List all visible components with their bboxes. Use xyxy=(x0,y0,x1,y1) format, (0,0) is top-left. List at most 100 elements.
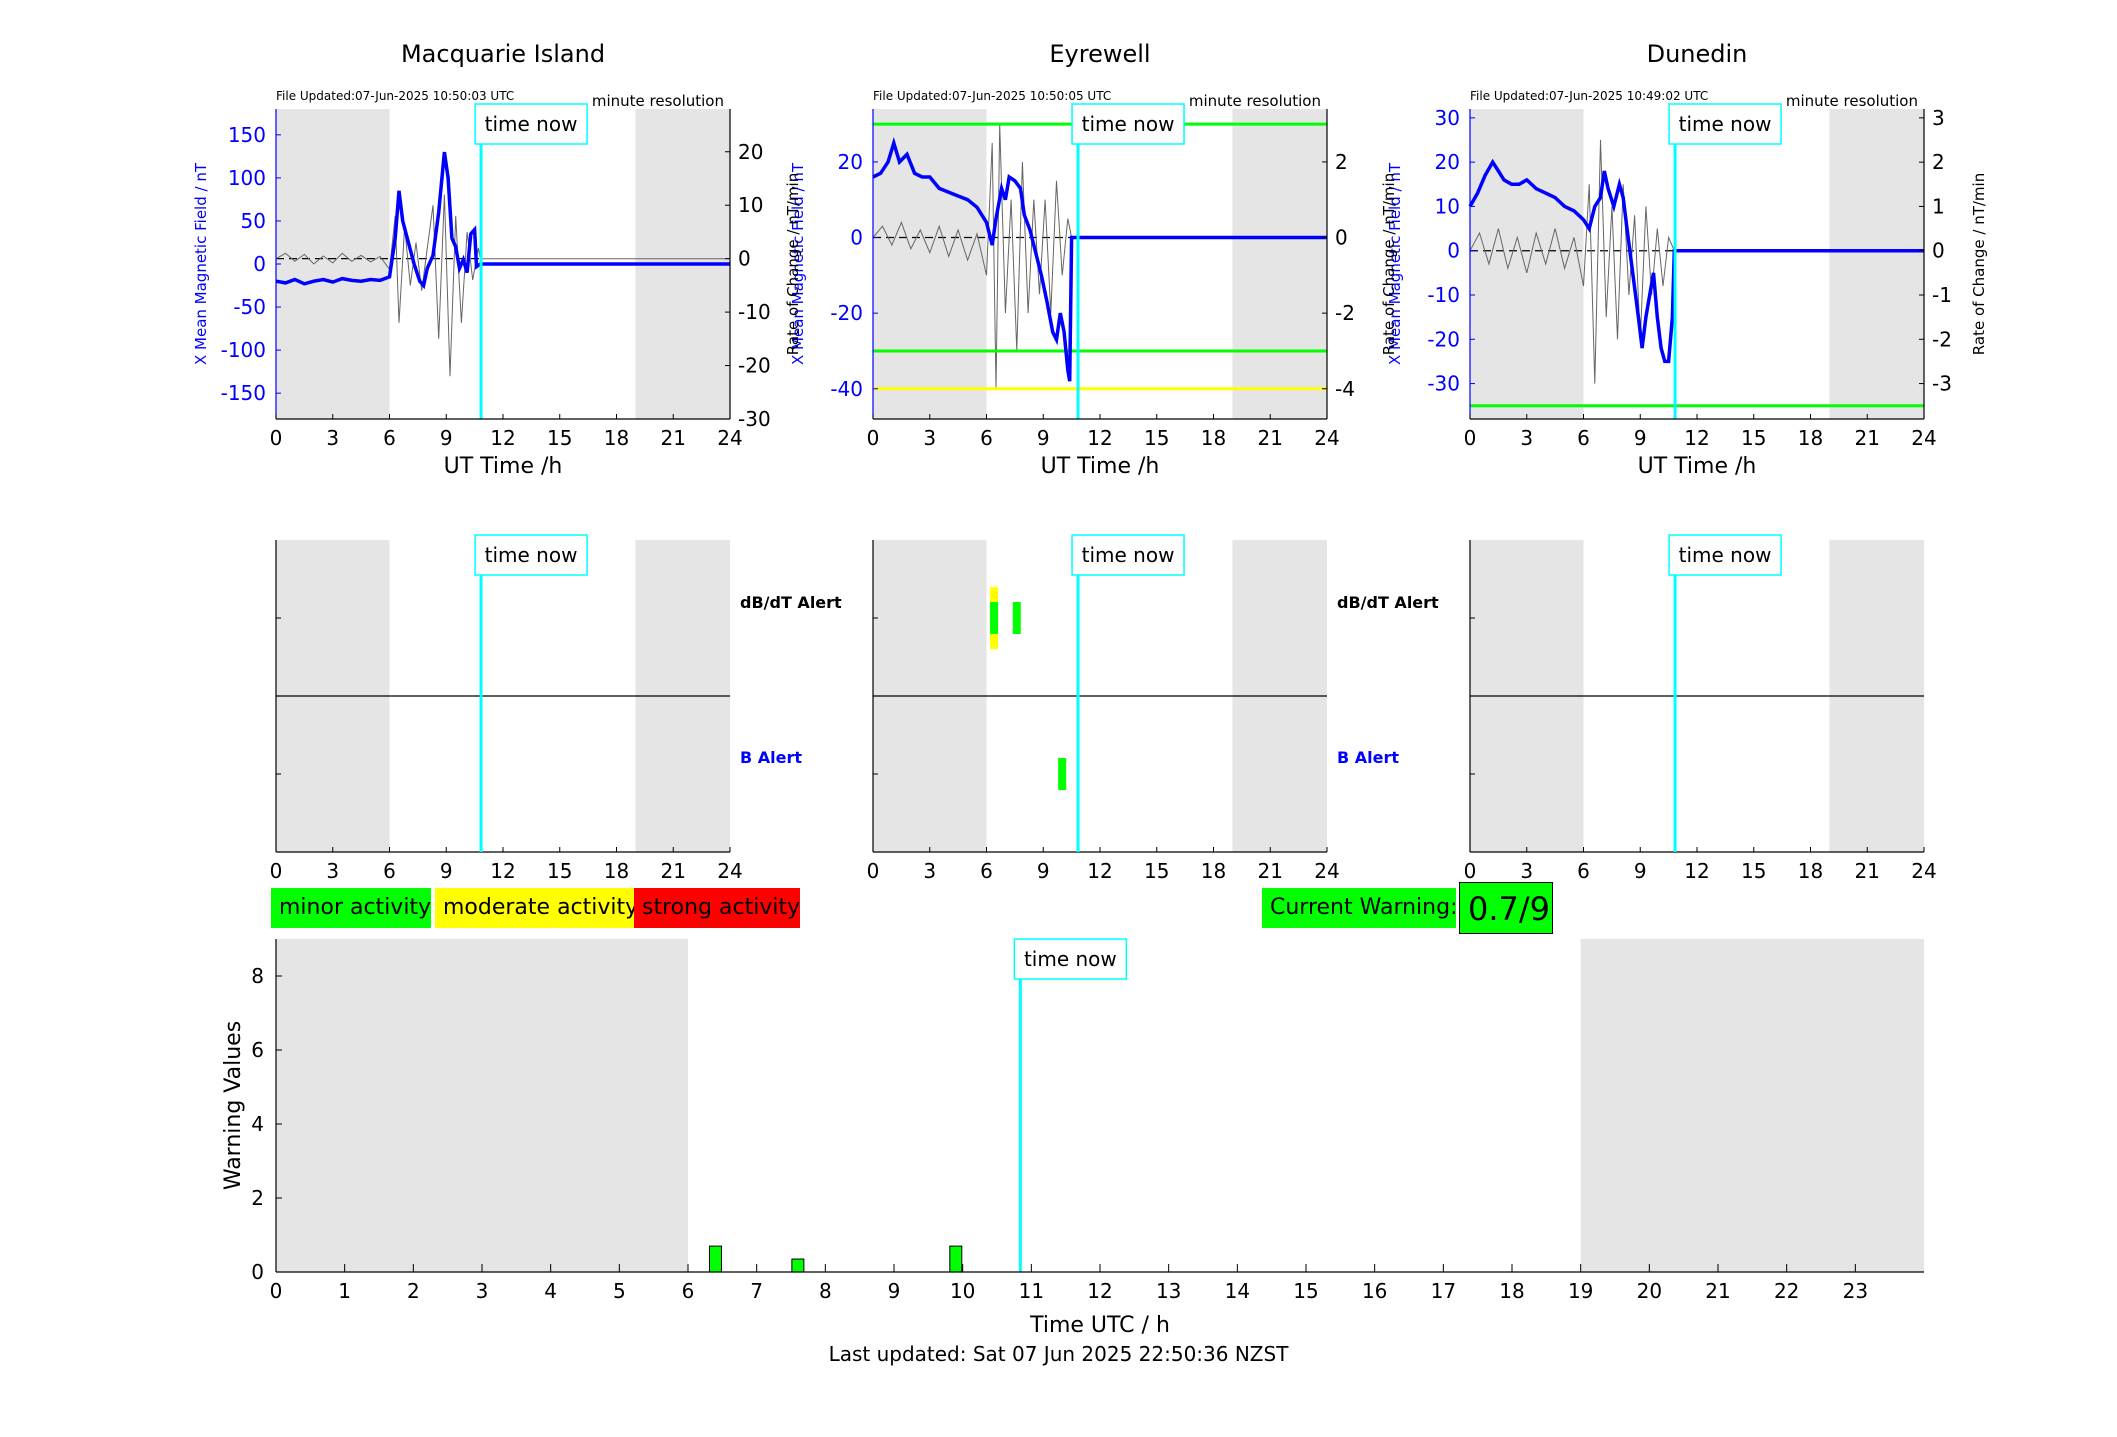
y-tick-label: 4 xyxy=(251,1112,264,1136)
x-tick-label: 18 xyxy=(1798,426,1823,450)
x-tick-label: 12 xyxy=(1087,1279,1112,1303)
y-left-axis-label: X Mean Magnetic Field / nT xyxy=(1386,162,1404,365)
x-tick-label: 6 xyxy=(1577,859,1590,883)
current-warning-label: Current Warning: xyxy=(1262,888,1457,928)
y-tick-label: 8 xyxy=(251,964,264,988)
y-right-tick-label: 20 xyxy=(738,140,763,164)
y-left-tick-label: 150 xyxy=(228,123,266,147)
x-tick-label: 4 xyxy=(544,1279,557,1303)
time-now-box xyxy=(1013,938,1128,980)
file-updated: File Updated:07-Jun-2025 10:50:03 UTC xyxy=(276,89,514,103)
x-tick-label: 24 xyxy=(717,426,742,450)
y-left-tick-label: 0 xyxy=(850,226,863,250)
y-left-tick-label: -30 xyxy=(1427,372,1460,396)
x-tick-label: 12 xyxy=(1684,859,1709,883)
dbdt-alert-bar xyxy=(990,602,999,634)
time-now-label: time now xyxy=(1082,543,1175,567)
file-updated: File Updated:07-Jun-2025 10:49:02 UTC xyxy=(1470,89,1708,103)
x-tick-label: 12 xyxy=(490,426,515,450)
x-axis-label: UT Time /h xyxy=(444,454,563,479)
y-left-tick-label: -10 xyxy=(1427,283,1460,307)
y-tick-label: 6 xyxy=(251,1038,264,1062)
time-now-label: time now xyxy=(485,543,578,567)
y-left-tick-label: -20 xyxy=(830,301,863,325)
x-tick-label: 18 xyxy=(1201,859,1226,883)
x-tick-label: 2 xyxy=(407,1279,420,1303)
x-tick-label: 3 xyxy=(326,859,339,883)
x-tick-label: 3 xyxy=(1520,426,1533,450)
y-tick-label: 2 xyxy=(251,1186,264,1210)
station-title: Dunedin xyxy=(1647,40,1748,68)
x-tick-label: 6 xyxy=(980,859,993,883)
x-tick-label: 15 xyxy=(1144,426,1169,450)
x-tick-label: 18 xyxy=(604,859,629,883)
x-tick-label: 21 xyxy=(1705,1279,1730,1303)
y-right-tick-label: 1 xyxy=(1932,194,1945,218)
legend-strong: strong activity xyxy=(634,888,800,928)
y-axis-label: Warning Values xyxy=(221,1021,246,1190)
x-tick-label: 14 xyxy=(1225,1279,1250,1303)
x-tick-label: 6 xyxy=(980,426,993,450)
y-right-axis-label: Rate of Change / nT/min xyxy=(1970,173,1988,355)
x-tick-label: 9 xyxy=(1634,859,1647,883)
y-right-axis-label: Rate of Change / nT/min xyxy=(1380,173,1398,355)
x-tick-label: 15 xyxy=(1293,1279,1318,1303)
x-tick-label: 6 xyxy=(1577,426,1590,450)
x-tick-label: 9 xyxy=(440,426,453,450)
y-left-axis-label: X Mean Magnetic Field / nT xyxy=(789,162,807,365)
warning-bar xyxy=(791,1258,805,1273)
y-right-tick-label: -1 xyxy=(1932,283,1952,307)
y-left-tick-label: -150 xyxy=(221,381,266,405)
x-tick-label: 8 xyxy=(819,1279,832,1303)
x-tick-label: 13 xyxy=(1156,1279,1181,1303)
x-tick-label: 0 xyxy=(270,1279,283,1303)
time-now-box xyxy=(474,103,588,145)
x-tick-label: 21 xyxy=(1258,426,1283,450)
y-left-tick-label: 30 xyxy=(1435,106,1460,130)
y-left-tick-label: 20 xyxy=(838,150,863,174)
x-axis-label: UT Time /h xyxy=(1638,454,1757,479)
x-tick-label: 0 xyxy=(867,859,880,883)
x-tick-label: 18 xyxy=(604,426,629,450)
x-tick-label: 6 xyxy=(682,1279,695,1303)
y-right-tick-label: -2 xyxy=(1932,327,1952,351)
x-tick-label: 0 xyxy=(1464,426,1477,450)
dbdt-alert-label: dB/dT Alert xyxy=(1337,593,1439,612)
station-title: Macquarie Island xyxy=(401,40,605,68)
x-axis-label: UT Time /h xyxy=(1041,454,1160,479)
x-mean-field-series xyxy=(872,136,1327,382)
x-tick-label: 15 xyxy=(1741,859,1766,883)
x-tick-label: 15 xyxy=(1741,426,1766,450)
x-tick-label: 3 xyxy=(326,426,339,450)
night-shade xyxy=(1829,109,1924,419)
x-tick-label: 0 xyxy=(1464,859,1477,883)
y-right-tick-label: -3 xyxy=(1932,372,1952,396)
x-tick-label: 24 xyxy=(1314,859,1339,883)
x-tick-label: 24 xyxy=(1911,426,1936,450)
x-tick-label: 21 xyxy=(1855,859,1880,883)
x-tick-label: 3 xyxy=(476,1279,489,1303)
y-right-tick-label: -10 xyxy=(738,300,771,324)
b-alert-label: B Alert xyxy=(740,748,802,767)
x-tick-label: 1 xyxy=(338,1279,351,1303)
legend-minor: minor activity xyxy=(271,888,431,928)
x-tick-label: 21 xyxy=(661,859,686,883)
time-now-box xyxy=(1071,534,1185,576)
night-shade xyxy=(1232,109,1327,419)
x-tick-label: 17 xyxy=(1431,1279,1456,1303)
time-now-label: time now xyxy=(1024,947,1117,971)
night-shade xyxy=(1580,939,1924,1272)
time-now-label: time now xyxy=(485,112,578,136)
x-tick-label: 0 xyxy=(270,859,283,883)
x-tick-label: 19 xyxy=(1568,1279,1593,1303)
x-tick-label: 7 xyxy=(750,1279,763,1303)
night-shade xyxy=(873,109,987,419)
x-tick-label: 3 xyxy=(923,859,936,883)
x-tick-label: 6 xyxy=(383,426,396,450)
x-tick-label: 9 xyxy=(1037,426,1050,450)
x-tick-label: 10 xyxy=(950,1279,975,1303)
dbdt-alert-bar xyxy=(1012,602,1021,634)
x-tick-label: 15 xyxy=(1144,859,1169,883)
x-tick-label: 0 xyxy=(270,426,283,450)
y-left-tick-label: 20 xyxy=(1435,150,1460,174)
